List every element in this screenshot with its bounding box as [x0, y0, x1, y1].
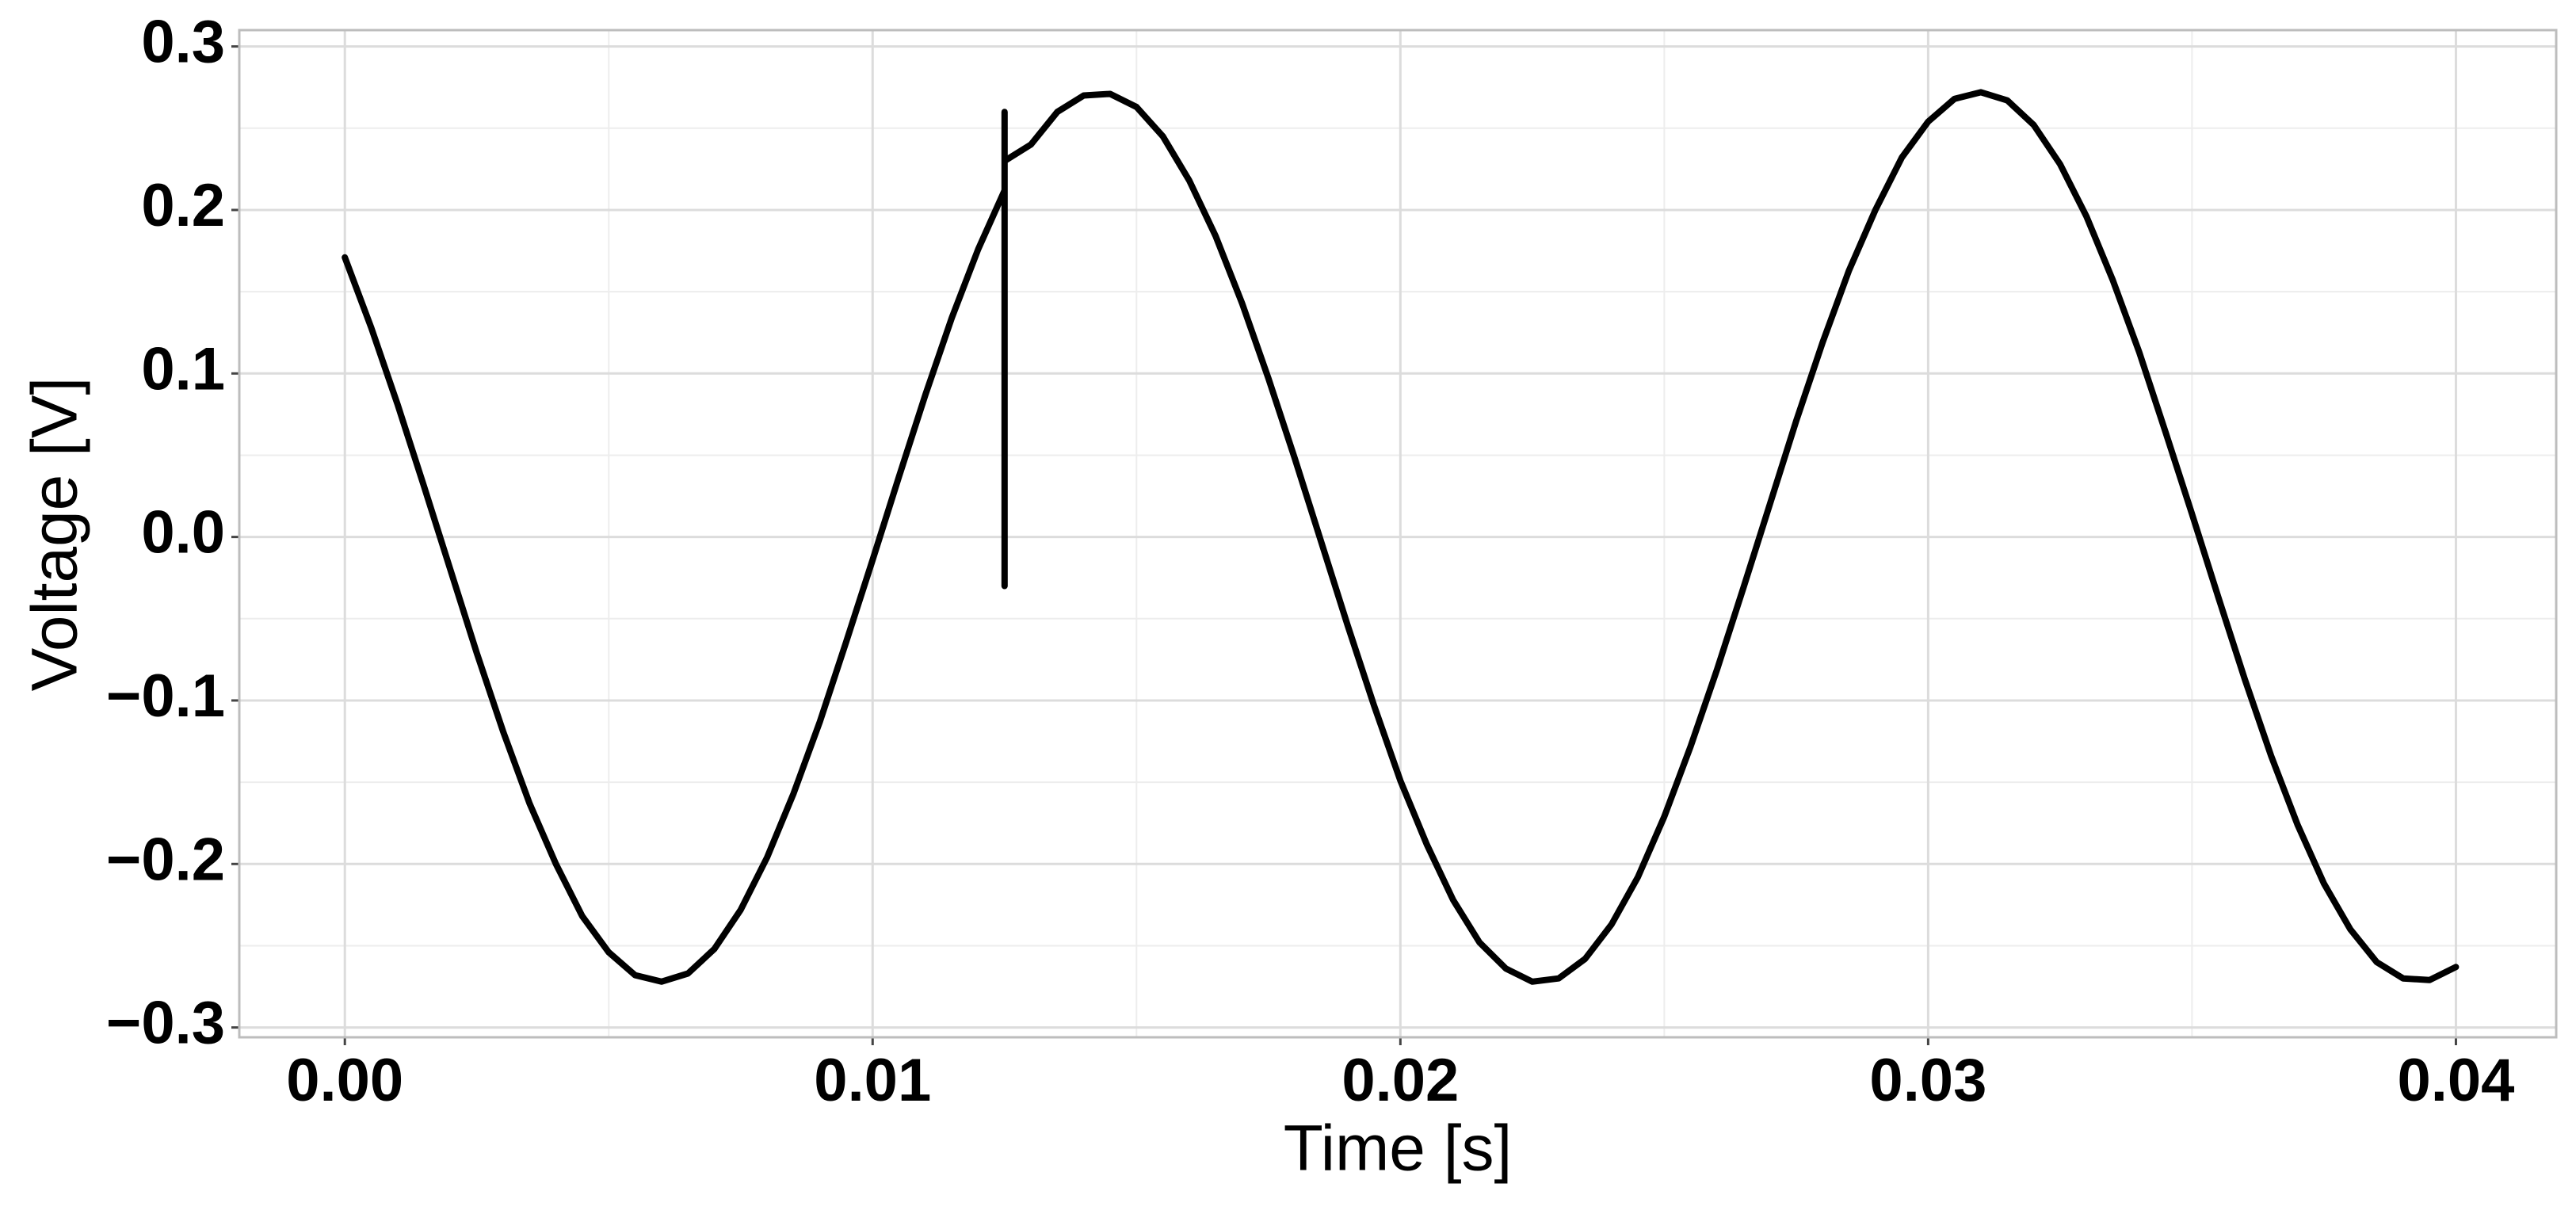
- y-axis-title: Voltage [V]: [19, 377, 91, 692]
- y-tick-label: −0.2: [106, 826, 225, 893]
- data-line: [342, 89, 2460, 985]
- y-tick-label: −0.1: [106, 662, 225, 730]
- x-tick-label: 0.04: [2397, 1047, 2514, 1114]
- y-tick-label: 0.1: [141, 335, 225, 403]
- x-tick-label: 0.01: [814, 1047, 931, 1114]
- x-tick-label: 0.03: [1869, 1047, 1986, 1114]
- x-tick-label: 0.02: [1341, 1047, 1459, 1114]
- x-tick-label: 0.00: [286, 1047, 403, 1114]
- y-tick-label: 0.2: [141, 172, 225, 239]
- plot-border: [238, 29, 2558, 1039]
- y-tick-label: −0.3: [106, 990, 225, 1057]
- x-axis-title: Time [s]: [1284, 1113, 1513, 1185]
- y-tick-label: 0.0: [141, 499, 225, 567]
- y-tick-label: 0.3: [141, 9, 225, 76]
